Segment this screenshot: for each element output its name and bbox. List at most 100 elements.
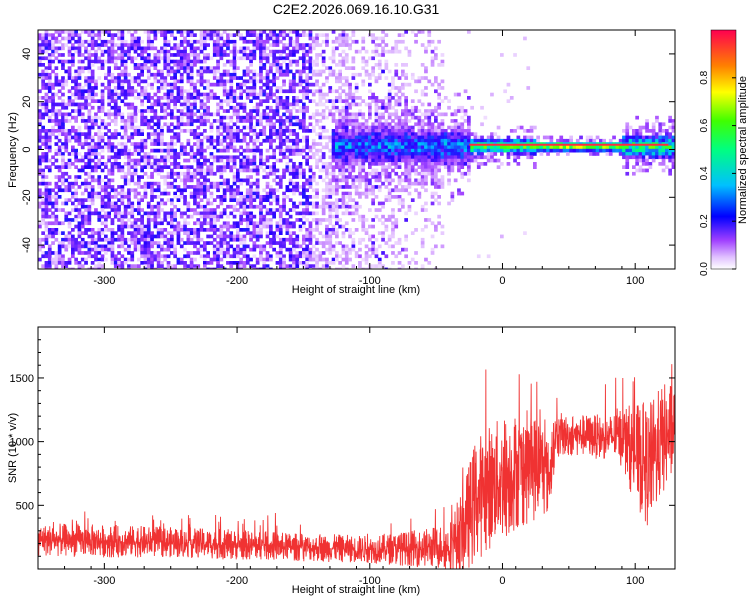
spectrogram-cell (236, 102, 240, 107)
spectrogram-cell (275, 112, 280, 117)
spectrogram-cell (394, 155, 399, 160)
spectrogram-cell (80, 181, 85, 186)
spectrogram-cell (107, 241, 111, 245)
spectrogram-cell (104, 175, 108, 179)
spectrogram-cell (87, 63, 92, 67)
spectrogram-cell (47, 129, 52, 133)
spectrogram-cell (104, 211, 108, 216)
spectrogram-cell (133, 129, 138, 133)
spectrogram-cell (321, 145, 326, 150)
spectrogram-cell (183, 158, 187, 163)
spectrogram-cell (44, 228, 49, 232)
spectrogram-cell (288, 122, 293, 127)
spectrogram-cell (404, 125, 408, 130)
spectrogram-cell (176, 234, 181, 239)
spectrogram-cell (249, 33, 253, 37)
spectrogram-cell (97, 251, 102, 255)
spectrogram-cell (150, 254, 154, 259)
spectrogram-cell (186, 264, 191, 268)
spectrogram-cell (249, 125, 253, 130)
spectrogram-cell (44, 181, 49, 186)
spectrogram-cell (351, 138, 356, 143)
spectrogram-cell (394, 125, 399, 130)
spectrogram-cell (51, 46, 55, 51)
spectrogram-cell (255, 132, 260, 136)
spectrogram-cell (146, 201, 151, 206)
spectrogram-cell (401, 201, 405, 206)
spectrogram-cell (186, 142, 191, 146)
spectrogram-cell (153, 129, 158, 133)
spectrogram-cell (57, 244, 62, 249)
spectrogram-cell (338, 261, 342, 265)
spectrogram-cell (242, 158, 247, 163)
spectrogram-cell (94, 49, 98, 54)
spectrogram-cell (368, 188, 372, 193)
spectrogram-cell (298, 175, 303, 179)
spectrogram-cell (133, 109, 138, 113)
spectrogram-cell (140, 99, 144, 103)
spectrogram-cell (216, 188, 220, 193)
spectrogram-cell (358, 178, 362, 183)
spectrogram-cell (288, 79, 293, 84)
spectrogram-cell (77, 138, 82, 143)
spectrogram-cell (321, 56, 326, 61)
spectrogram-cell (245, 115, 250, 120)
spectrogram-cell (117, 165, 121, 169)
spectrogram-cell (110, 162, 115, 166)
spectrogram-cell (189, 59, 194, 64)
spectrogram-cell (104, 237, 108, 242)
spectrogram-cell (387, 175, 392, 179)
spectrogram-cell (285, 109, 290, 113)
spectrogram-cell (183, 148, 187, 153)
spectrogram-cell (143, 234, 148, 239)
spectrogram-cell (127, 218, 131, 222)
spectrogram-cell (107, 96, 111, 100)
spectrogram-cell (127, 125, 131, 130)
spectrogram-cell (361, 218, 366, 222)
spectrogram-cell (354, 201, 359, 206)
spectrogram-cell (130, 59, 135, 64)
spectrogram-cell (351, 122, 356, 127)
spectrogram-cell (94, 145, 98, 150)
spectrogram-cell (377, 218, 382, 222)
spectrogram-cell (97, 218, 102, 222)
spectrogram-cell (47, 264, 52, 268)
spectrogram-cell (252, 247, 257, 252)
spectrogram-cell (160, 96, 164, 100)
spectrogram-cell (219, 119, 224, 123)
spectrogram-cell (117, 237, 121, 242)
spectrogram-cell (341, 264, 346, 268)
spectrogram-cell (308, 122, 313, 127)
spectrogram-cell (189, 46, 194, 51)
spectrogram-cell (368, 152, 372, 156)
spectrogram-cell (107, 181, 111, 186)
spectrogram-cell (377, 152, 382, 156)
spectrogram-cell (120, 264, 125, 268)
spectrogram-cell (262, 221, 267, 226)
spectrogram-cell (259, 30, 263, 34)
spectrogram-cell (163, 82, 168, 87)
spectrogram-cell (137, 145, 141, 150)
spectrogram-cell (47, 43, 52, 47)
spectrogram-cell (170, 96, 174, 100)
spectrogram-cell (199, 72, 204, 77)
spectrogram-cell (179, 89, 184, 94)
spectrogram-cell (344, 33, 349, 37)
spectrogram-cell (305, 254, 309, 259)
spectrogram-cell (113, 237, 118, 242)
spectrogram-cell (226, 228, 230, 232)
spectrogram-cell (186, 89, 191, 94)
spectrogram-cell (371, 125, 375, 130)
spectrogram-cell (156, 53, 161, 57)
spectrogram-cell (315, 264, 319, 268)
spectrogram-cell (361, 79, 366, 84)
spectrogram-cell (295, 152, 300, 156)
spectrogram-cell (94, 251, 98, 255)
spectrogram-cell (255, 168, 260, 173)
spectrogram-cell (394, 254, 399, 259)
spectrogram-cell (47, 148, 52, 153)
spectrogram-cell (38, 257, 42, 262)
spectrogram-cell (107, 46, 111, 51)
spectrogram-cell (381, 129, 385, 133)
spectrogram-cell (384, 76, 389, 80)
